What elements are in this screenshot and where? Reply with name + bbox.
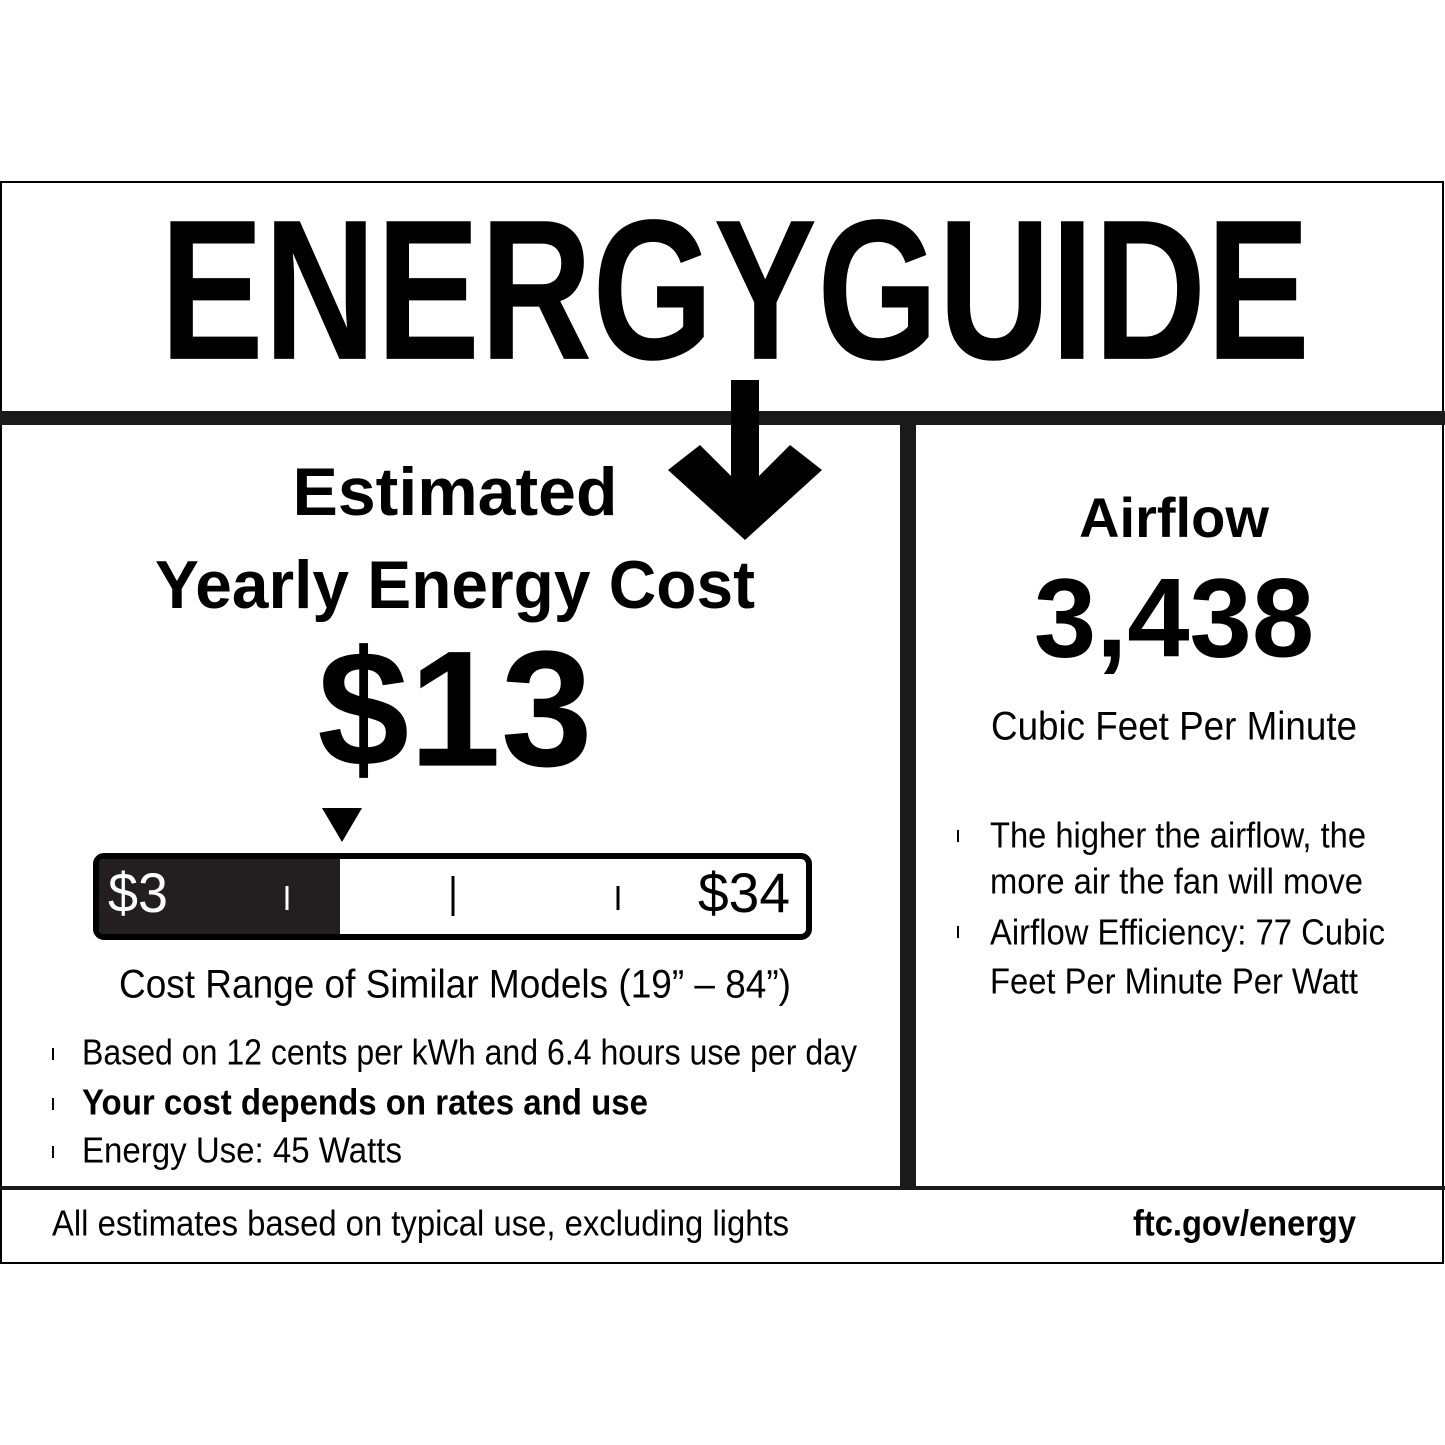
airflow-unit: Cubic Feet Per Minute	[991, 705, 1357, 749]
airflow-heading: Airflow	[1079, 486, 1269, 549]
range-caption: Cost Range of Similar Models (19” – 84”)	[119, 963, 791, 1007]
footer-link: ftc.gov/energy	[1133, 1203, 1356, 1244]
column-divider	[900, 425, 916, 1188]
range-high: $34	[698, 861, 790, 924]
bullet-text: Feet Per Minute Per Watt	[990, 961, 1358, 1002]
bullet-text: Airflow Efficiency: 77 Cubic	[990, 912, 1385, 953]
footer-divider	[0, 1186, 1445, 1190]
arrow-head	[668, 445, 822, 540]
cost-value: $13	[317, 617, 592, 801]
header-divider	[0, 411, 1445, 425]
heading-line: Estimated	[293, 454, 618, 530]
title: ENERGYGUIDE	[160, 179, 1310, 402]
bullet-text: more air the fan will move	[990, 861, 1363, 902]
label-border	[0, 181, 1444, 1264]
bullet-text: Based on 12 cents per kWh and 6.4 hours …	[82, 1032, 857, 1073]
range-low: $3	[108, 861, 168, 924]
range-fill	[99, 859, 340, 934]
bullet-text: The higher the airflow, the	[990, 815, 1366, 856]
bullet-text: Your cost depends on rates and use	[82, 1082, 648, 1123]
heading-line: Yearly Energy Cost	[155, 547, 755, 623]
cost-marker	[322, 808, 362, 842]
footer-note: All estimates based on typical use, excl…	[52, 1203, 789, 1244]
bullet-text: Energy Use: 45 Watts	[82, 1130, 402, 1171]
airflow-value: 3,438	[1034, 556, 1314, 681]
arrow-shaft	[731, 380, 759, 490]
